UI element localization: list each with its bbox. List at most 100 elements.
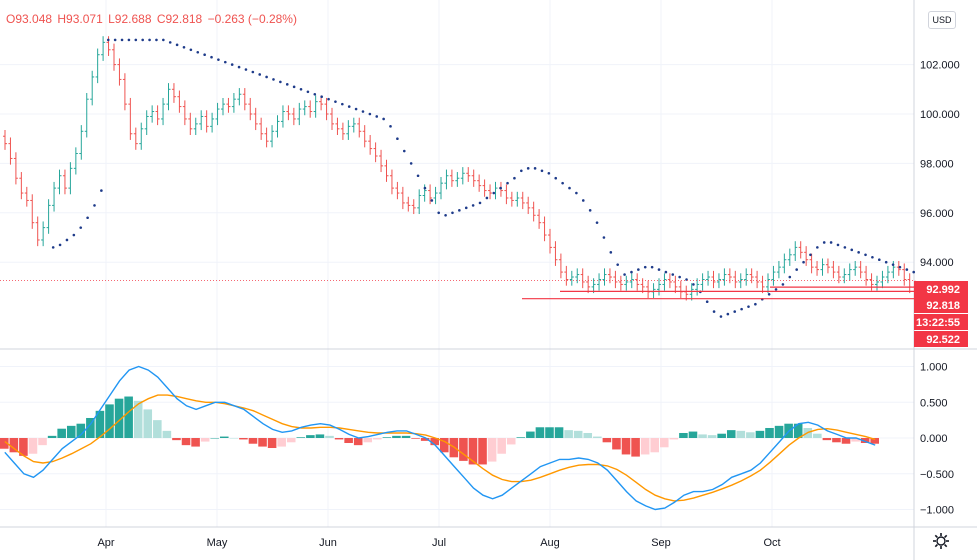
sar-dot <box>478 201 482 205</box>
price-tag-text: 92.522 <box>926 334 960 346</box>
sar-dot <box>334 100 337 103</box>
close-value: C92.818 <box>156 12 203 26</box>
macd-hist-bar <box>851 438 860 442</box>
sar-dot <box>650 265 654 269</box>
sar-dot <box>520 169 523 173</box>
macd-hist-bar <box>832 438 841 443</box>
sar-dot <box>616 263 619 266</box>
macd-hist-bar <box>57 428 66 438</box>
macd-hist-bar <box>506 438 516 445</box>
sar-dot <box>65 238 69 242</box>
macd-hist-bar <box>344 438 353 444</box>
sar-dot <box>912 270 916 274</box>
sar-dot <box>726 312 730 316</box>
sar-dot <box>458 209 461 212</box>
time-tick-label: Jun <box>319 537 337 549</box>
macd-line <box>4 365 876 511</box>
macd-hist-bar <box>181 438 191 446</box>
macd-hist-bar <box>363 438 373 443</box>
time-tick-label: Jul <box>432 537 446 549</box>
macd-hist-bar <box>47 435 57 438</box>
time-tick-label: May <box>207 537 228 549</box>
sar-dot <box>272 78 275 81</box>
macd-hist-bar <box>746 432 755 438</box>
macd-hist-bar <box>841 438 851 444</box>
macd-hist-bar <box>468 438 478 465</box>
gear-icon[interactable] <box>932 532 950 550</box>
macd-hist-bar <box>200 438 210 442</box>
macd-hist-bar <box>162 430 172 438</box>
sar-dot <box>877 258 881 262</box>
macd-hist-bar <box>66 425 76 438</box>
sar-dot <box>51 246 55 249</box>
macd-hist-bar <box>593 436 602 438</box>
price-tag-text: 92.818 <box>926 300 960 312</box>
currency-button[interactable]: USD <box>928 11 956 29</box>
sar-dot <box>402 149 406 153</box>
sar-dot <box>341 102 344 106</box>
sar-dot <box>451 211 454 215</box>
macd-hist-bar <box>755 430 765 438</box>
sar-dot <box>368 112 372 116</box>
sar-dot <box>168 41 172 44</box>
sar-dot <box>905 268 909 271</box>
sar-dot <box>891 263 895 266</box>
sar-dot <box>857 251 860 254</box>
sar-dot <box>809 253 812 257</box>
price-tick-label: 94.000 <box>920 257 954 269</box>
sar-dot <box>671 273 675 276</box>
macd-tick-label: 1.000 <box>920 362 948 374</box>
macd-hist-bar <box>554 427 564 438</box>
macd-hist-bar <box>28 438 38 454</box>
sar-dot <box>437 211 441 215</box>
sar-dot <box>816 246 819 249</box>
sar-dot <box>155 38 158 42</box>
macd-hist-bar <box>143 409 153 438</box>
price-tag-bg <box>914 314 968 330</box>
sar-dot <box>850 248 854 252</box>
macd-hist-bar <box>813 433 822 438</box>
sar-dot <box>533 167 537 170</box>
sar-dot <box>712 310 716 313</box>
macd-hist-bar <box>353 438 363 446</box>
sar-dot <box>623 273 626 276</box>
sar-dot <box>72 233 76 237</box>
sar-dot <box>788 275 792 279</box>
macd-hist-bar <box>76 423 86 438</box>
macd-hist-bar <box>401 435 411 438</box>
sar-dot <box>471 204 475 207</box>
macd-hist-bar <box>258 438 267 447</box>
macd-hist-bar <box>382 437 392 438</box>
macd-hist-bar <box>583 432 593 438</box>
sar-dot <box>106 38 110 42</box>
sar-dot <box>692 283 695 286</box>
sar-dot <box>134 38 138 42</box>
sar-dot <box>464 206 468 210</box>
macd-hist-bar <box>669 438 679 440</box>
macd-hist-bar <box>325 435 334 438</box>
sar-dot <box>306 90 310 94</box>
sar-dot <box>416 174 420 178</box>
macd-tick-label: −1.000 <box>920 505 954 517</box>
macd-hist-bar <box>736 430 746 438</box>
macd-hist-bar <box>660 438 669 448</box>
sar-dot <box>664 270 668 274</box>
macd-hist-bar <box>726 430 736 438</box>
time-tick-label: Apr <box>97 537 114 549</box>
macd-hist-bar <box>765 427 774 438</box>
sar-dot <box>430 199 434 202</box>
price-tag-bg <box>914 281 968 297</box>
low-value: L92.688 <box>108 12 152 26</box>
sar-dot <box>148 38 151 42</box>
sar-dot <box>630 270 633 274</box>
change-value: −0.263 (−0.28%) <box>207 12 297 26</box>
sar-dot <box>822 241 826 244</box>
price-tags: 92.992 92.818 13:22:55 92.522 <box>914 281 968 347</box>
sar-dot <box>492 191 496 195</box>
sar-dot <box>265 75 268 79</box>
sar-dot <box>733 310 737 313</box>
macd-hist-bar <box>267 438 277 449</box>
sar-dot <box>230 63 234 66</box>
sar-dot <box>113 38 117 42</box>
sar-dot <box>223 60 227 64</box>
